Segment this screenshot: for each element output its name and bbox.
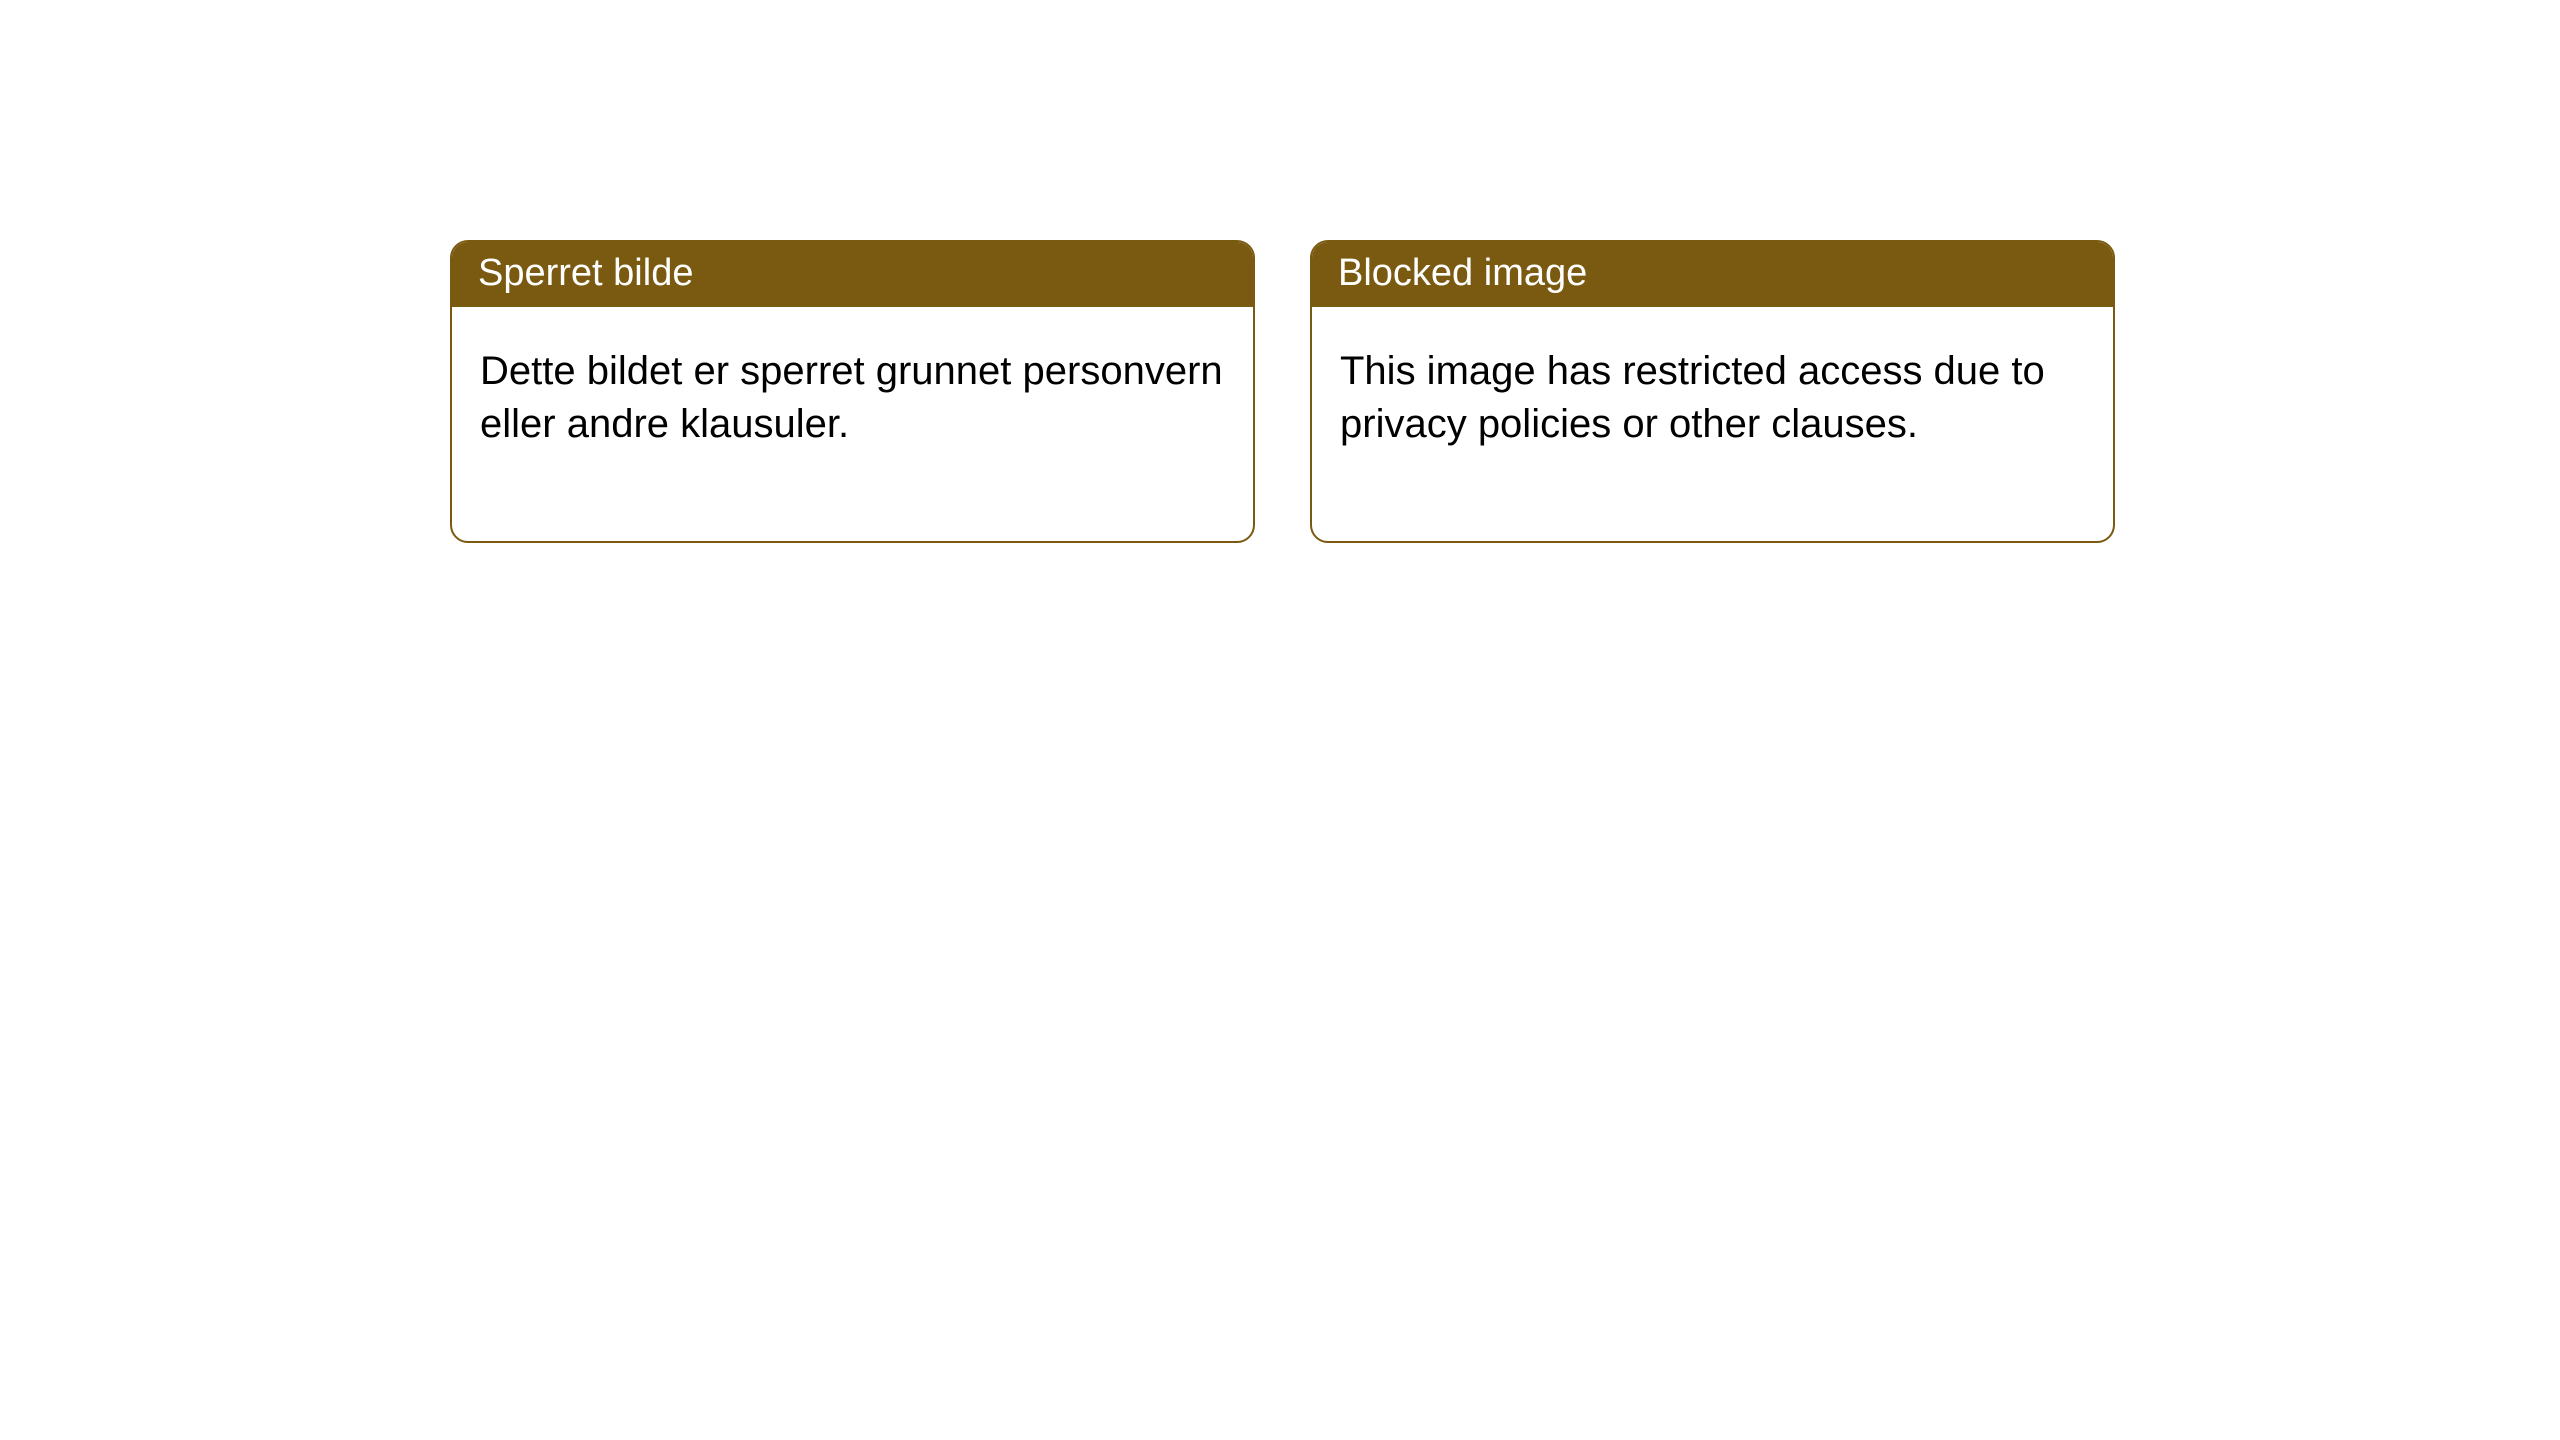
- card-header-no: Sperret bilde: [452, 242, 1253, 307]
- blocked-image-card-no: Sperret bilde Dette bildet er sperret gr…: [450, 240, 1255, 543]
- card-body-no: Dette bildet er sperret grunnet personve…: [452, 307, 1253, 541]
- blocked-image-card-en: Blocked image This image has restricted …: [1310, 240, 2115, 543]
- card-body-en: This image has restricted access due to …: [1312, 307, 2113, 541]
- notice-container: Sperret bilde Dette bildet er sperret gr…: [0, 0, 2560, 543]
- card-header-en: Blocked image: [1312, 242, 2113, 307]
